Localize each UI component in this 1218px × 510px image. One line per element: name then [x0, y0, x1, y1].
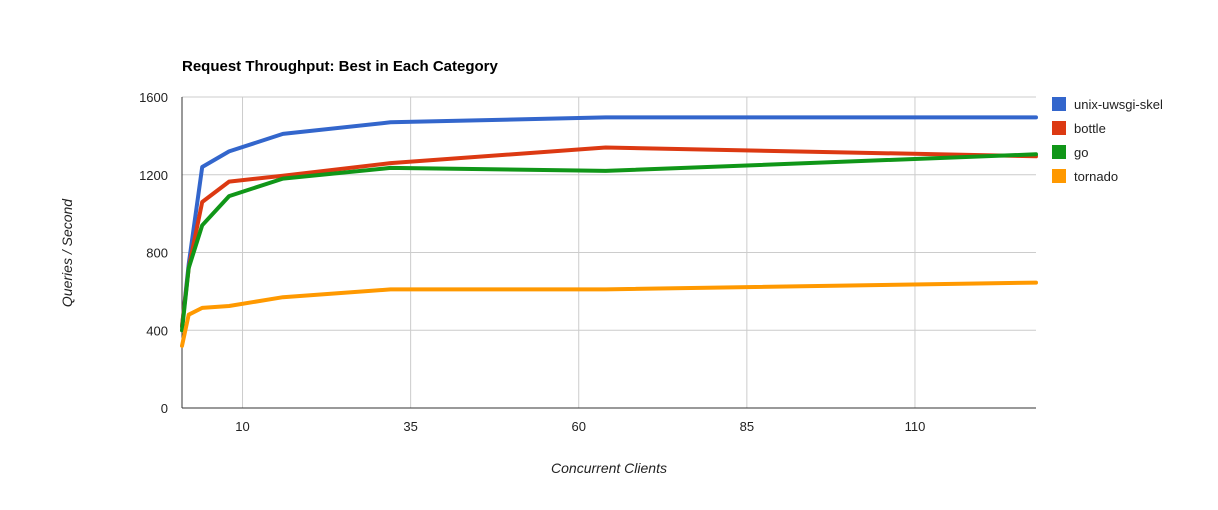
series-line-tornado: [180, 280, 1038, 348]
y-tick-label: 0: [161, 401, 168, 416]
y-tick-label: 800: [146, 246, 168, 261]
gridlines: [182, 96, 1036, 408]
x-tick-label: 110: [905, 419, 926, 434]
series-line-go: [180, 152, 1038, 333]
legend-swatch-go: [1052, 145, 1066, 159]
y-tick-label: 1600: [139, 90, 168, 105]
x-tick-label: 85: [740, 419, 754, 434]
axes: [181, 97, 1036, 409]
x-axis-title: Concurrent Clients: [551, 460, 667, 476]
legend-swatch-bottle: [1052, 121, 1066, 135]
legend-label-tornado: tornado: [1074, 169, 1118, 184]
x-tick-label: 35: [403, 419, 417, 434]
y-tick-label: 1200: [139, 168, 168, 183]
legend-label-unix-uwsgi-skel: unix-uwsgi-skel: [1074, 97, 1163, 112]
legend-label-go: go: [1074, 145, 1088, 160]
legend-swatch-tornado: [1052, 169, 1066, 183]
legend-swatch-unix-uwsgi-skel: [1052, 97, 1066, 111]
tick-labels: 0 400 800 1200 1600 10 35 60 85 110: [139, 90, 925, 434]
y-tick-label: 400: [146, 323, 168, 338]
x-tick-label: 60: [572, 419, 586, 434]
chart-title: Request Throughput: Best in Each Categor…: [182, 58, 499, 75]
series-lines: [180, 115, 1038, 348]
x-tick-label: 10: [235, 419, 249, 434]
legend: unix-uwsgi-skel bottle go tornado: [1052, 97, 1163, 184]
y-axis-title: Queries / Second: [59, 198, 75, 307]
legend-label-bottle: bottle: [1074, 121, 1106, 136]
